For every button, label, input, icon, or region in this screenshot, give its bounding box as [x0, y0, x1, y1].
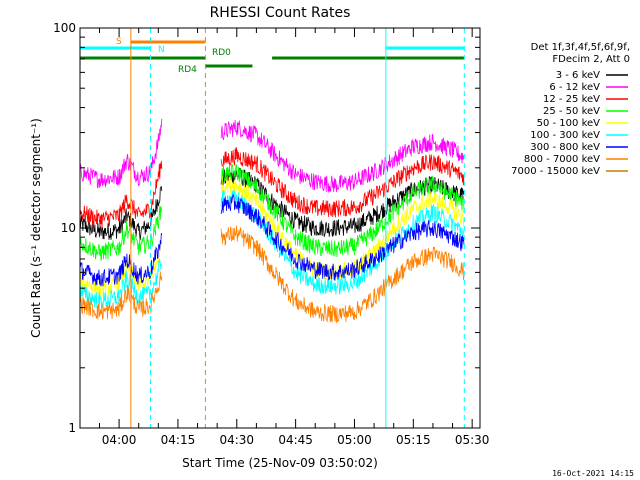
legend-label-0: 3 - 6 keV — [556, 70, 600, 81]
trace-2-1 — [220, 147, 465, 218]
x-tick-label-0: 04:00 — [102, 433, 137, 447]
legend-label-2: 12 - 25 keV — [543, 94, 600, 105]
data-traces — [79, 118, 465, 324]
plot-frame — [79, 27, 481, 429]
trace-7-1 — [220, 225, 465, 324]
y-axis-label: Count Rate (s⁻¹ detector segment⁻¹) — [29, 118, 43, 338]
legend-header-1: FDecim 2, Att 0 — [552, 54, 630, 65]
flag-label-rd0: RD0 — [212, 48, 231, 58]
legend: Det 1f,3f,4f,5f,6f,9f,FDecim 2, Att 0 3 -… — [511, 42, 630, 177]
legend-label-3: 25 - 50 keV — [543, 106, 600, 117]
chart-title: RHESSI Count Rates — [210, 5, 351, 21]
y-tick-label-1: 10 — [61, 221, 76, 235]
legend-label-4: 50 - 100 keV — [537, 118, 601, 129]
legend-label-1: 6 - 12 keV — [549, 82, 600, 93]
y-tick-label-0: 1 — [68, 421, 76, 435]
trace-5-1 — [220, 189, 465, 295]
x-tick-label-1: 04:15 — [161, 433, 196, 447]
trace-0-0 — [79, 186, 163, 241]
y-axis: 1 10 100 — [53, 21, 480, 435]
legend-header-0: Det 1f,3f,4f,5f,6f,9f, — [531, 42, 630, 53]
legend-label-6: 300 - 800 keV — [530, 142, 600, 153]
flag-label-n: N — [158, 45, 165, 55]
legend-label-5: 100 - 300 keV — [530, 130, 600, 141]
trace-6-1 — [220, 193, 465, 281]
legend-label-8: 7000 - 15000 keV — [511, 166, 600, 177]
trace-2-0 — [79, 160, 163, 229]
flag-label-rd4: RD4 — [178, 65, 197, 75]
generation-timestamp: 16-Oct-2021 14:15 — [552, 469, 634, 478]
event-markers — [130, 28, 465, 428]
trace-3-0 — [79, 205, 163, 262]
legend-label-7: 800 - 7000 keV — [524, 154, 600, 165]
x-tick-label-2: 04:30 — [219, 433, 254, 447]
x-tick-label-4: 05:00 — [337, 433, 372, 447]
attenuator-flags: S N RD0 RD4 — [79, 37, 465, 75]
trace-4-1 — [220, 175, 465, 281]
trace-5-0 — [79, 259, 163, 310]
trace-1-1 — [220, 119, 465, 193]
x-tick-label-6: 05:30 — [455, 433, 490, 447]
x-axis: 04:00 04:15 04:30 04:45 05:00 05:15 05:30 — [98, 28, 490, 447]
x-tick-label-3: 04:45 — [278, 433, 313, 447]
trace-3-1 — [220, 163, 465, 258]
trace-1-0 — [79, 118, 163, 189]
trace-6-0 — [79, 232, 163, 287]
trace-7-0 — [79, 271, 163, 320]
x-axis-label: Start Time (25-Nov-09 03:50:02) — [182, 456, 378, 470]
flag-label-s: S — [116, 37, 122, 47]
x-tick-label-5: 05:15 — [396, 433, 431, 447]
y-tick-label-2: 100 — [53, 21, 76, 35]
